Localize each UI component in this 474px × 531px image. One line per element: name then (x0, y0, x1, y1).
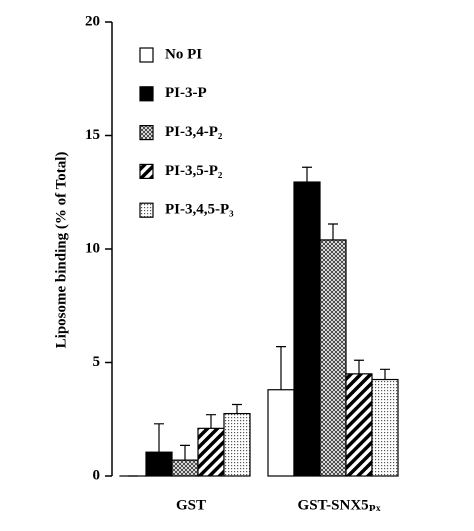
error-bar (232, 403, 242, 414)
bar (223, 412, 251, 477)
bar (197, 427, 225, 477)
legend-label: No PI (165, 46, 202, 62)
error-bar (180, 444, 190, 461)
bar (319, 239, 347, 477)
y-axis-title: Liposome binding (% of Total) (53, 152, 69, 349)
legend-swatch (139, 47, 154, 63)
error-bar (302, 166, 312, 183)
error-bar (154, 423, 164, 453)
legend-label: PI-3-P (165, 85, 207, 101)
y-tick-label: 0 (93, 467, 101, 483)
legend-label: PI-3,5-P₂ (165, 163, 223, 179)
legend-swatch (139, 163, 154, 179)
bar (171, 459, 199, 477)
error-bar (276, 346, 286, 390)
legend-label: PI-3,4,5-P₃ (165, 202, 234, 218)
x-tick-label: GST-SNX5ₚₓ (298, 497, 382, 513)
legend-label: PI-3,4-P₂ (165, 124, 223, 140)
error-bar (328, 223, 338, 240)
bar (293, 181, 321, 477)
y-tick-label: 5 (93, 354, 101, 370)
bar (371, 378, 399, 477)
x-tick-label: GST (176, 497, 206, 513)
legend-swatch (139, 202, 154, 218)
bar (267, 389, 295, 477)
y-tick-label: 10 (85, 240, 100, 256)
error-bar (380, 368, 390, 380)
error-bar (206, 414, 216, 429)
bar (345, 373, 373, 477)
bar (145, 451, 173, 477)
error-bar (354, 359, 364, 374)
legend-swatch (139, 124, 154, 141)
y-tick-label: 15 (85, 127, 100, 143)
y-tick-label: 20 (85, 13, 100, 29)
legend-swatch (139, 86, 154, 102)
